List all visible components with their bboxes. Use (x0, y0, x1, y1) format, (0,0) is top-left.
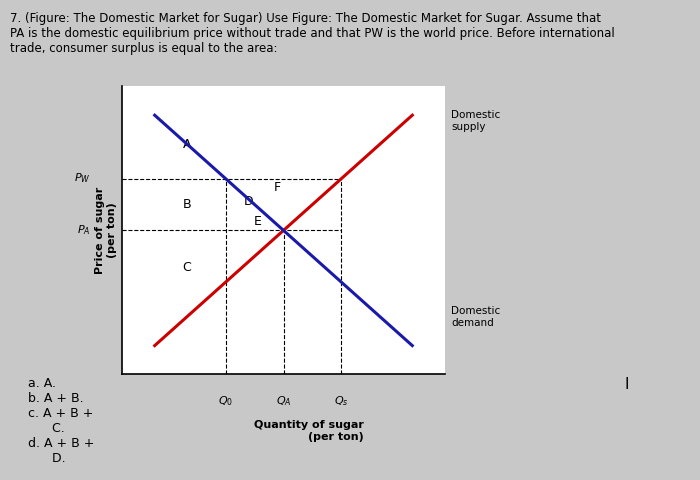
Text: $P_W$: $P_W$ (74, 172, 90, 185)
Text: D: D (244, 195, 253, 208)
Text: Domestic
demand: Domestic demand (451, 306, 500, 328)
Text: $Q_s$: $Q_s$ (334, 395, 349, 408)
Text: C: C (183, 261, 191, 275)
Text: B: B (183, 198, 191, 211)
Text: Domestic
supply: Domestic supply (451, 110, 500, 132)
Text: I: I (624, 377, 629, 392)
Text: $P_A$: $P_A$ (77, 224, 90, 237)
Text: $Q_0$: $Q_0$ (218, 395, 233, 408)
Text: F: F (274, 180, 281, 194)
Y-axis label: Price of sugar
(per ton): Price of sugar (per ton) (95, 187, 117, 274)
Text: a. A.
b. A + B.
c. A + B +
      C.
d. A + B +
      D.: a. A. b. A + B. c. A + B + C. d. A + B +… (28, 377, 94, 465)
X-axis label: Quantity of sugar
(per ton): Quantity of sugar (per ton) (254, 420, 364, 442)
Text: E: E (254, 215, 262, 228)
Text: 7. (Figure: The Domestic Market for Sugar) Use Figure: The Domestic Market for S: 7. (Figure: The Domestic Market for Suga… (10, 12, 615, 55)
Text: A: A (183, 137, 191, 151)
Text: $Q_A$: $Q_A$ (276, 395, 291, 408)
